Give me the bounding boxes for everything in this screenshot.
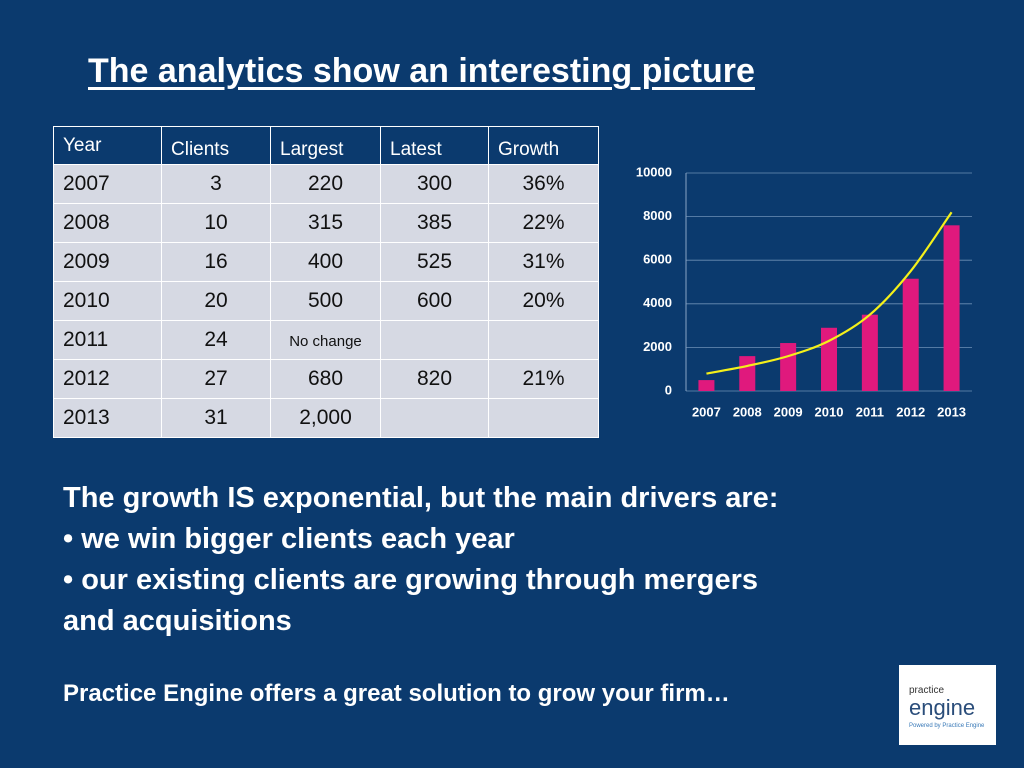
x-tick-label: 2008: [733, 404, 762, 419]
bullet: and acquisitions: [63, 605, 292, 637]
table-cell: 22%: [488, 203, 599, 243]
table-cell: 220: [270, 164, 381, 204]
trend-line: [706, 211, 953, 375]
y-tick-label: 10000: [636, 164, 672, 179]
chart: 0 2000 4000 6000 8000 10000 2007 2008 2009 2010 20…: [636, 164, 972, 419]
table-cell: 20%: [488, 281, 599, 321]
table-cell: [380, 398, 489, 438]
table-row: 2007 3 220 300 36%: [53, 164, 599, 204]
table-cell: 315: [270, 203, 381, 243]
table-row: 2012 27 680 820 21%: [53, 359, 599, 399]
table-cell: 3: [161, 164, 271, 204]
table-cell: Largest: [270, 126, 381, 165]
bar: [943, 225, 960, 391]
table-cell: 2012: [53, 359, 162, 399]
table-cell: 2007: [53, 164, 162, 204]
table-cell: 16: [161, 242, 271, 282]
table-cell: 24: [161, 320, 271, 360]
table-cell: [380, 320, 489, 360]
table-cell: 820: [380, 359, 489, 399]
table-cell: 2008: [53, 203, 162, 243]
table-cell: 21%: [488, 359, 599, 399]
x-tick-label: 2013: [937, 404, 966, 419]
table-cell: 31: [161, 398, 271, 438]
table-cell: 400: [270, 242, 381, 282]
data-table: Year Clients Largest Latest Growth 2007 3 220 30…: [53, 126, 599, 438]
table-cell: Growth: [488, 126, 599, 165]
slide-title: The analytics show an interesting pictur…: [88, 52, 755, 90]
y-tick-label: 6000: [643, 252, 672, 267]
bullet: • we win bigger clients each year: [63, 523, 515, 555]
table-row: 2010 20 500 600 20%: [53, 281, 599, 321]
table-cell: [488, 398, 599, 438]
bar: [780, 343, 797, 391]
logo-text: practice: [909, 685, 945, 696]
x-tick-label: 2012: [896, 404, 925, 419]
bar: [698, 380, 715, 391]
table-cell: 31%: [488, 242, 599, 282]
table-cell: Clients: [161, 126, 271, 165]
table-cell: 385: [380, 203, 489, 243]
bar: [902, 278, 919, 391]
table-cell: 525: [380, 242, 489, 282]
table-row: 2011 24 No change: [53, 320, 599, 360]
table-row: 2009 16 400 525 31%: [53, 242, 599, 282]
y-tick-label: 2000: [643, 339, 672, 354]
table-cell: 27: [161, 359, 271, 399]
table-cell: 500: [270, 281, 381, 321]
bullet: • our existing clients are growing throu…: [63, 564, 758, 596]
table-cell: 10: [161, 203, 271, 243]
bar: [739, 356, 756, 391]
table-cell: 680: [270, 359, 381, 399]
logo-text: engine: [909, 695, 976, 720]
table-row: 2008 10 315 385 22%: [53, 203, 599, 243]
x-tick-label: 2009: [774, 404, 803, 419]
table-cell: 600: [380, 281, 489, 321]
table-cell: 20: [161, 281, 271, 321]
y-tick-label: 4000: [643, 295, 672, 310]
table-cell: 2013: [53, 398, 162, 438]
table-row: Year Clients Largest Latest Growth: [53, 126, 599, 165]
table-cell: Latest: [380, 126, 489, 165]
logo: practice engine Powered by Practice Engi…: [899, 665, 996, 745]
table-cell: 2,000: [270, 398, 381, 438]
x-tick-label: 2011: [856, 404, 884, 419]
table-cell: 2011: [53, 320, 162, 360]
bar: [861, 314, 878, 391]
table-cell: No change: [270, 320, 381, 360]
y-tick-label: 0: [665, 382, 672, 397]
logo-text: Powered by Practice Engine: [909, 723, 985, 729]
table-cell: 36%: [488, 164, 599, 204]
table-row: 2013 31 2,000: [53, 398, 599, 438]
table-cell: [488, 320, 599, 360]
y-tick-label: 8000: [643, 208, 672, 223]
x-tick-label: 2010: [815, 404, 844, 419]
footer-text: Practice Engine offers a great solution …: [63, 680, 730, 707]
table-cell: 2009: [53, 242, 162, 282]
table-cell: Year: [53, 126, 162, 165]
x-tick-label: 2007: [692, 404, 721, 419]
table-cell: 2010: [53, 281, 162, 321]
body-lead: The growth IS exponential, but the main …: [63, 482, 779, 514]
table-cell: 300: [380, 164, 489, 204]
